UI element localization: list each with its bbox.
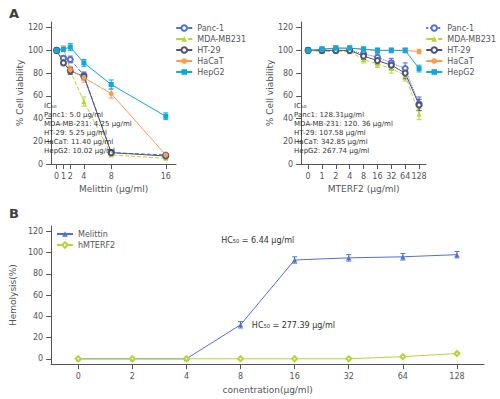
- svg-text:80: 80: [33, 69, 43, 78]
- svg-text:32: 32: [386, 172, 396, 181]
- svg-text:HepG2: HepG2: [197, 68, 224, 77]
- svg-text:Melittin: Melittin: [78, 230, 108, 239]
- svg-text:MTERF2 (μg/ml): MTERF2 (μg/ml): [328, 184, 400, 194]
- svg-text:HC₅₀ = 6.44 μg/ml: HC₅₀ = 6.44 μg/ml: [221, 236, 294, 245]
- svg-text:1: 1: [61, 172, 66, 181]
- svg-text:conentration(μg/ml): conentration(μg/ml): [223, 385, 313, 395]
- svg-text:60: 60: [283, 91, 293, 100]
- svg-text:% Cell viability: % Cell viability: [15, 59, 25, 126]
- svg-text:1: 1: [319, 172, 324, 181]
- svg-text:120: 120: [278, 23, 293, 32]
- svg-text:MDA-MB-231: 4.25 μg/ml: MDA-MB-231: 4.25 μg/ml: [44, 120, 132, 128]
- svg-text:HT-29: HT-29: [447, 46, 470, 55]
- svg-text:128: 128: [449, 372, 464, 381]
- svg-text:20: 20: [283, 137, 293, 146]
- svg-text:64: 64: [400, 172, 410, 181]
- svg-text:HepG2: HepG2: [447, 68, 474, 77]
- svg-text:HepG2: 10.02 μg/ml: HepG2: 10.02 μg/ml: [44, 147, 115, 155]
- svg-text:0: 0: [54, 172, 59, 181]
- svg-text:16: 16: [290, 372, 300, 381]
- svg-text:0: 0: [76, 372, 81, 381]
- svg-text:64: 64: [398, 372, 408, 381]
- svg-text:40: 40: [33, 312, 43, 321]
- svg-text:2: 2: [130, 372, 135, 381]
- svg-text:60: 60: [33, 291, 43, 300]
- svg-text:4: 4: [347, 172, 352, 181]
- svg-text:HT-29: HT-29: [197, 46, 220, 55]
- svg-text:100: 100: [28, 248, 43, 257]
- svg-text:8: 8: [361, 172, 366, 181]
- svg-text:B: B: [9, 206, 19, 221]
- svg-text:Melittin (μg/ml): Melittin (μg/ml): [79, 184, 148, 194]
- svg-text:MDA-MB231: MDA-MB231: [447, 35, 496, 44]
- svg-text:60: 60: [33, 91, 43, 100]
- svg-text:HaCaT: 342.85 μg/ml: HaCaT: 342.85 μg/ml: [294, 138, 368, 146]
- svg-text:0: 0: [288, 160, 293, 169]
- svg-text:16: 16: [372, 172, 382, 181]
- svg-text:0: 0: [38, 354, 43, 363]
- svg-text:HC₅₀ = 277.39 μg/ml: HC₅₀ = 277.39 μg/ml: [252, 321, 335, 330]
- svg-text:Panc1: 5.0 μg/ml: Panc1: 5.0 μg/ml: [44, 111, 103, 119]
- svg-text:4: 4: [81, 172, 86, 181]
- svg-text:2: 2: [333, 172, 338, 181]
- svg-text:100: 100: [278, 46, 293, 55]
- svg-text:80: 80: [33, 269, 43, 278]
- svg-text:4: 4: [184, 372, 189, 381]
- svg-text:MDA-MB231: MDA-MB231: [197, 35, 246, 44]
- svg-text:0: 0: [306, 172, 311, 181]
- svg-text:Panc1: 128.31μg/ml: Panc1: 128.31μg/ml: [294, 111, 364, 119]
- svg-text:120: 120: [28, 23, 43, 32]
- svg-text:HT-29: 5.25 μg/ml: HT-29: 5.25 μg/ml: [44, 129, 107, 137]
- svg-text:HT-29: 107.58 μg/ml: HT-29: 107.58 μg/ml: [294, 129, 366, 137]
- svg-text:IC₅₀: IC₅₀: [44, 102, 57, 110]
- svg-text:128: 128: [411, 172, 426, 181]
- svg-text:8: 8: [238, 372, 243, 381]
- svg-text:20: 20: [33, 137, 43, 146]
- svg-text:100: 100: [28, 46, 43, 55]
- svg-text:HaCaT: 11.40 μg/ml: HaCaT: 11.40 μg/ml: [44, 138, 113, 146]
- svg-text:% Cell viability: % Cell viability: [265, 59, 275, 126]
- svg-text:16: 16: [161, 172, 171, 181]
- svg-text:HaCaT: HaCaT: [197, 57, 223, 66]
- svg-text:80: 80: [283, 69, 293, 78]
- svg-text:Panc-1: Panc-1: [447, 24, 474, 33]
- svg-text:Hemolysis(%): Hemolysis(%): [8, 264, 18, 326]
- svg-text:2: 2: [68, 172, 73, 181]
- svg-text:Panc-1: Panc-1: [197, 24, 224, 33]
- svg-text:HaCaT: HaCaT: [447, 57, 473, 66]
- svg-text:0: 0: [38, 160, 43, 169]
- svg-text:hMTERF2: hMTERF2: [78, 241, 115, 250]
- svg-text:40: 40: [33, 114, 43, 123]
- svg-text:120: 120: [28, 227, 43, 236]
- svg-text:40: 40: [283, 114, 293, 123]
- svg-text:A: A: [9, 6, 19, 21]
- svg-text:32: 32: [344, 372, 354, 381]
- svg-text:IC₅₀: IC₅₀: [294, 102, 307, 110]
- svg-text:20: 20: [33, 333, 43, 342]
- svg-text:MDA-MB-231: 120. 36 μg/ml: MDA-MB-231: 120. 36 μg/ml: [294, 120, 393, 128]
- svg-text:HepG2: 267.74 μg/ml: HepG2: 267.74 μg/ml: [294, 147, 369, 155]
- svg-text:8: 8: [109, 172, 114, 181]
